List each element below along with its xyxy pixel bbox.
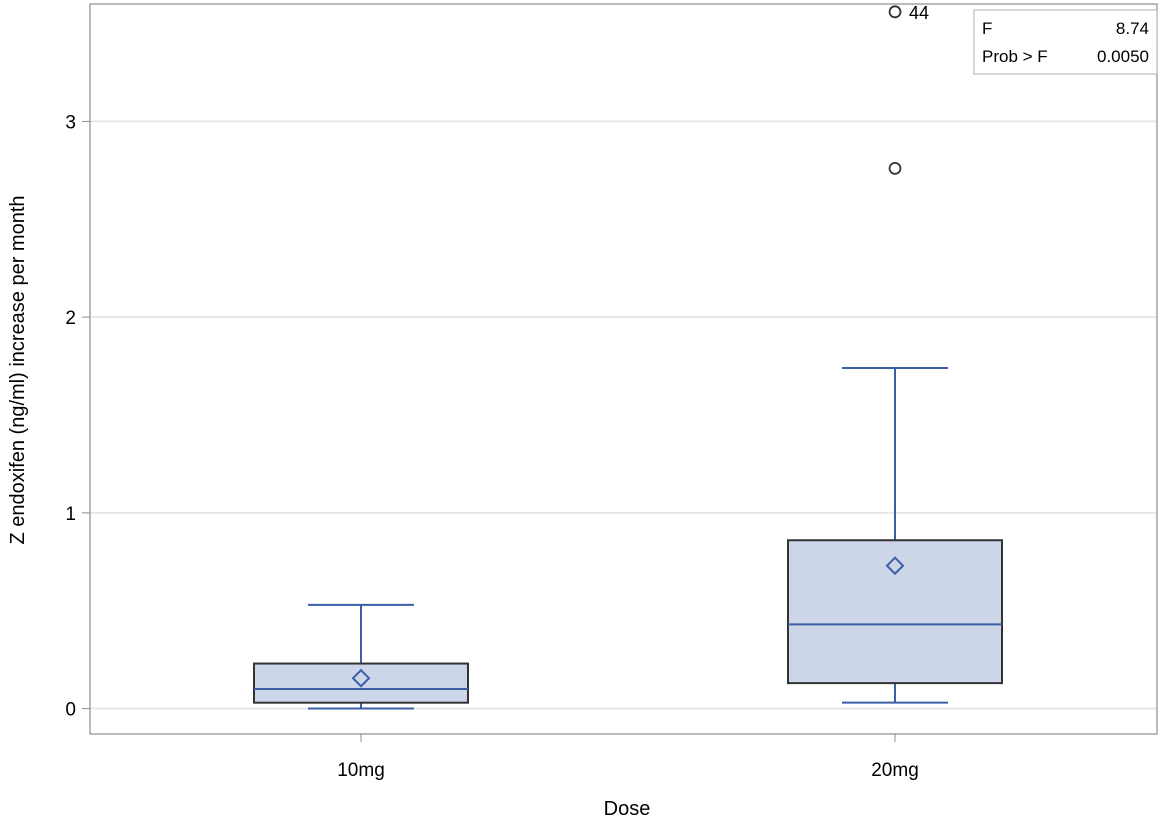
stats-label: Prob > F — [982, 47, 1048, 66]
box-group-10mg — [253, 603, 469, 710]
y-tick-label: 3 — [65, 112, 76, 133]
y-tick-label: 1 — [65, 504, 76, 525]
boxes: 44 — [253, 3, 1003, 710]
outlier-point — [888, 5, 902, 19]
x-tick-label: 20mg — [871, 760, 919, 781]
y-tick-label: 2 — [65, 308, 76, 329]
stats-table: F 8.74 Prob > F 0.0050 — [973, 9, 1158, 75]
outlier-point — [888, 161, 902, 175]
y-tick-label: 0 — [65, 700, 76, 721]
box-iqr — [787, 539, 1003, 685]
plot-frame — [89, 3, 1158, 735]
y-axis-label: Z endoxifen (ng/ml) increase per month — [7, 195, 29, 544]
stats-value: 8.74 — [1116, 19, 1149, 38]
axes: 0 1 2 3 10mg 20mg — [65, 3, 1158, 781]
mean-marker — [885, 556, 905, 576]
outlier-label: 44 — [909, 3, 929, 23]
stats-table-box — [973, 9, 1158, 75]
stats-value: 0.0050 — [1097, 47, 1149, 66]
mean-marker — [351, 668, 371, 688]
x-axis-label: Dose — [604, 798, 651, 820]
stats-label: F — [982, 19, 992, 38]
gridlines — [91, 120, 1156, 710]
box-group-20mg: 44 — [787, 3, 1003, 704]
x-tick-label: 10mg — [337, 760, 385, 781]
